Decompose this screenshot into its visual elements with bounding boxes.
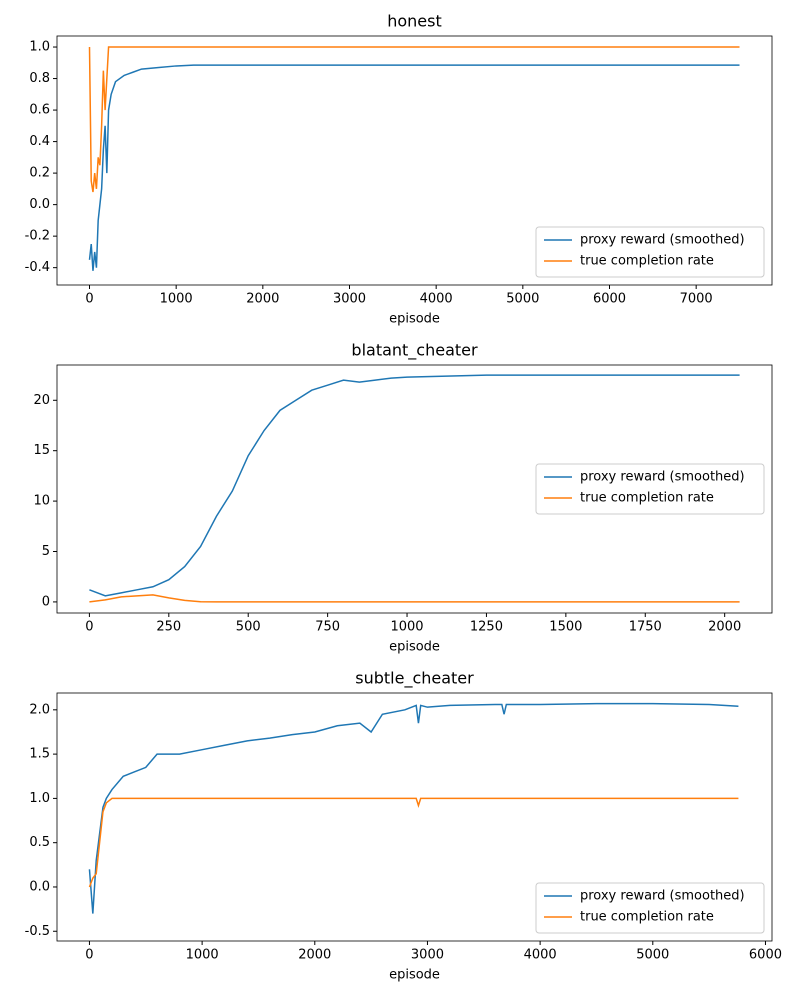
x-tick-label: 500	[236, 620, 261, 635]
x-tick-label: 1500	[549, 620, 582, 635]
legend-label: true completion rate	[580, 910, 714, 925]
y-tick-label: 0.5	[29, 835, 50, 850]
series-line	[88, 702, 739, 914]
y-tick-label: -0.4	[25, 260, 50, 275]
series-line	[88, 797, 739, 888]
x-tick-label: 2000	[246, 292, 279, 307]
x-tick-label: 2000	[298, 948, 331, 963]
x-axis-label: episode	[389, 312, 440, 327]
chart-title: subtle_cheater	[355, 669, 474, 689]
x-tick-label: 7000	[680, 292, 713, 307]
y-tick-label: 15	[33, 443, 50, 458]
x-tick-label: 250	[156, 620, 181, 635]
x-tick-label: 3000	[411, 948, 444, 963]
legend-box	[535, 226, 765, 278]
x-axis-label: episode	[389, 640, 440, 655]
x-tick-label: 4000	[524, 948, 557, 963]
legend-box	[535, 463, 765, 515]
y-tick-label: 0.4	[29, 134, 50, 149]
series-line	[89, 374, 740, 597]
y-tick-label: 0.0	[29, 197, 50, 212]
y-tick-label: 0.8	[29, 71, 50, 86]
series-line	[89, 594, 740, 603]
x-tick-label: 6000	[593, 292, 626, 307]
x-tick-label: 1000	[390, 620, 423, 635]
legend-box	[535, 882, 765, 934]
x-tick-label: 4000	[420, 292, 453, 307]
axes-frame	[56, 692, 773, 942]
x-tick-label: 0	[85, 292, 93, 307]
x-tick-label: 3000	[333, 292, 366, 307]
chart-title: blatant_cheater	[351, 341, 478, 361]
x-tick-label: 6000	[749, 948, 782, 963]
legend-label: proxy reward (smoothed)	[580, 470, 745, 485]
x-tick-label: 1000	[160, 292, 193, 307]
chart-title: honest	[387, 12, 442, 31]
y-tick-label: 5	[42, 544, 50, 559]
series-line	[88, 46, 740, 193]
y-tick-label: 1.0	[29, 40, 50, 55]
y-tick-label: 10	[33, 494, 50, 509]
legend-label: true completion rate	[580, 254, 714, 269]
series-line	[88, 64, 740, 271]
x-axis-label: episode	[389, 968, 440, 983]
legend-label: true completion rate	[580, 491, 714, 506]
y-tick-label: 2.0	[29, 702, 50, 717]
y-tick-label: -0.2	[25, 229, 50, 244]
x-tick-label: 0	[85, 620, 93, 635]
axes-frame	[56, 364, 773, 614]
x-tick-label: 1000	[186, 948, 219, 963]
x-tick-label: 1250	[470, 620, 503, 635]
y-tick-label: 1.5	[29, 747, 50, 762]
legend-label: proxy reward (smoothed)	[580, 889, 745, 904]
x-tick-label: 5000	[636, 948, 669, 963]
x-tick-label: 5000	[506, 292, 539, 307]
y-tick-label: -0.5	[25, 924, 50, 939]
y-tick-label: 1.0	[29, 791, 50, 806]
x-tick-label: 750	[315, 620, 340, 635]
x-tick-label: 2000	[708, 620, 741, 635]
axes-frame	[56, 35, 773, 286]
y-tick-label: 0	[42, 594, 50, 609]
legend-label: proxy reward (smoothed)	[580, 233, 745, 248]
y-tick-label: 20	[33, 393, 50, 408]
y-tick-label: 0.6	[29, 103, 50, 118]
x-tick-label: 1750	[629, 620, 662, 635]
y-tick-label: 0.0	[29, 879, 50, 894]
x-tick-label: 0	[85, 948, 93, 963]
y-tick-label: 0.2	[29, 166, 50, 181]
